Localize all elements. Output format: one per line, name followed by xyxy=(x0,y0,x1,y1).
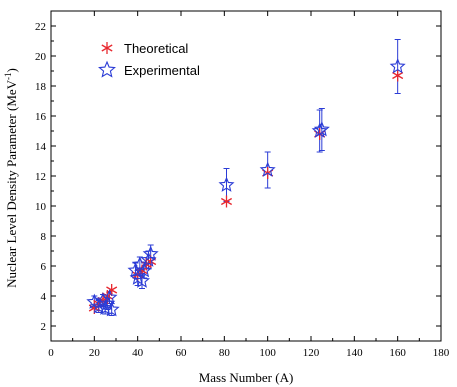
y-tick-label: 8 xyxy=(41,231,47,243)
error-bar xyxy=(318,108,325,151)
theoretical-point xyxy=(106,284,118,296)
x-axis-title: Mass Number (A) xyxy=(199,370,294,385)
x-tick-label: 60 xyxy=(176,347,188,359)
y-tick-label: 20 xyxy=(35,51,47,63)
experimental-point xyxy=(389,58,406,74)
experimental-point xyxy=(101,289,118,305)
error-bar xyxy=(394,39,401,94)
experimental-point xyxy=(140,251,157,267)
theoretical-point xyxy=(392,69,404,82)
y-tick-label: 10 xyxy=(35,201,47,213)
legend-marker-experimental xyxy=(98,60,116,78)
experimental-point xyxy=(259,161,276,177)
experimental-point xyxy=(136,262,153,278)
legend: Theoretical Experimental xyxy=(98,41,200,78)
y-axis-title-close: ) xyxy=(4,68,19,72)
x-tick-label: 140 xyxy=(346,347,363,359)
y-axis-title-main: Nuclear Level Density Parameter (MeV xyxy=(4,79,19,288)
y-tick-label: 2 xyxy=(41,321,47,333)
x-tick-label: 20 xyxy=(89,347,101,359)
y-tick-label: 4 xyxy=(41,291,47,303)
theoretical-point xyxy=(220,195,233,208)
x-tick-label: 0 xyxy=(48,347,54,359)
y-tick-label: 18 xyxy=(35,81,47,93)
x-tick-label: 100 xyxy=(259,347,276,359)
x-tick-label: 160 xyxy=(389,347,406,359)
x-tick-label: 80 xyxy=(219,347,231,359)
y-tick-label: 6 xyxy=(41,261,47,273)
y-axis-title-superscript: -1 xyxy=(3,72,13,80)
y-tick-label: 16 xyxy=(35,111,47,123)
experimental-point xyxy=(142,245,159,261)
legend-label-theoretical: Theoretical xyxy=(124,41,188,56)
experimental-point xyxy=(86,293,103,309)
y-axis-title: Nuclear Level Density Parameter (MeV-1) xyxy=(3,68,19,288)
x-tick-label: 40 xyxy=(132,347,144,359)
y-tick-label: 12 xyxy=(35,171,46,183)
experimental-point xyxy=(103,301,120,317)
experimental-point xyxy=(133,272,151,288)
legend-marker-theoretical xyxy=(101,42,113,54)
experimental-point xyxy=(218,176,235,192)
legend-label-experimental: Experimental xyxy=(124,63,200,78)
y-tick-label: 14 xyxy=(35,141,47,153)
y-tick-label: 22 xyxy=(35,21,46,33)
x-tick-label: 180 xyxy=(433,347,450,359)
x-tick-label: 120 xyxy=(303,347,320,359)
experimental-point xyxy=(313,121,330,137)
